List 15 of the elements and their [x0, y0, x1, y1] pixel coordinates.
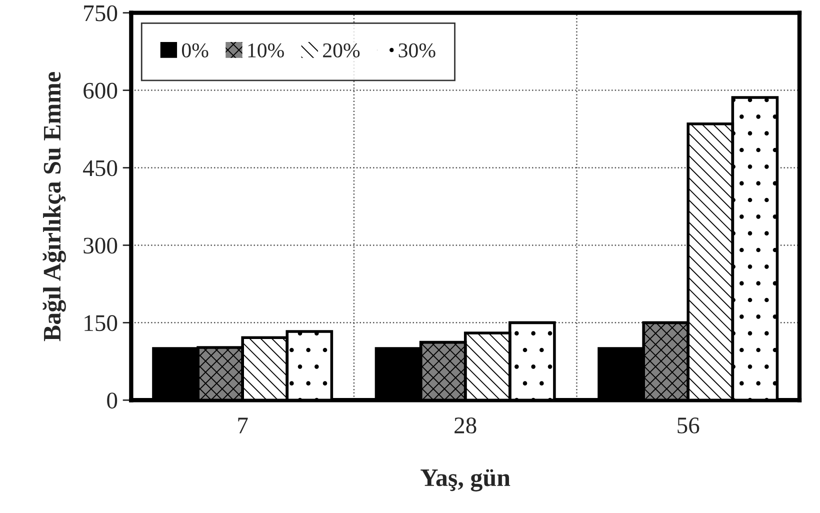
y-tick-label: 150: [84, 315, 118, 332]
y-tick-label: 750: [84, 5, 118, 22]
y-axis-title: Bağıl Ağırlıkça Su Emme: [42, 72, 66, 342]
x-tick-label: 56: [678, 418, 700, 434]
legend-label: 0%: [182, 43, 208, 58]
y-tick-label: 0: [107, 392, 118, 409]
x-tick-label: 7: [238, 418, 248, 434]
x-axis-title: Yaş, gün: [420, 469, 510, 492]
legend-label: 20%: [323, 43, 360, 58]
x-tick-label: 28: [454, 417, 476, 434]
legend-label: 30%: [398, 43, 436, 58]
y-tick-label: 600: [84, 82, 118, 99]
y-tick-label: 300: [84, 238, 118, 254]
y-tick-label: 450: [83, 160, 118, 176]
legend-label: 10%: [248, 43, 284, 58]
